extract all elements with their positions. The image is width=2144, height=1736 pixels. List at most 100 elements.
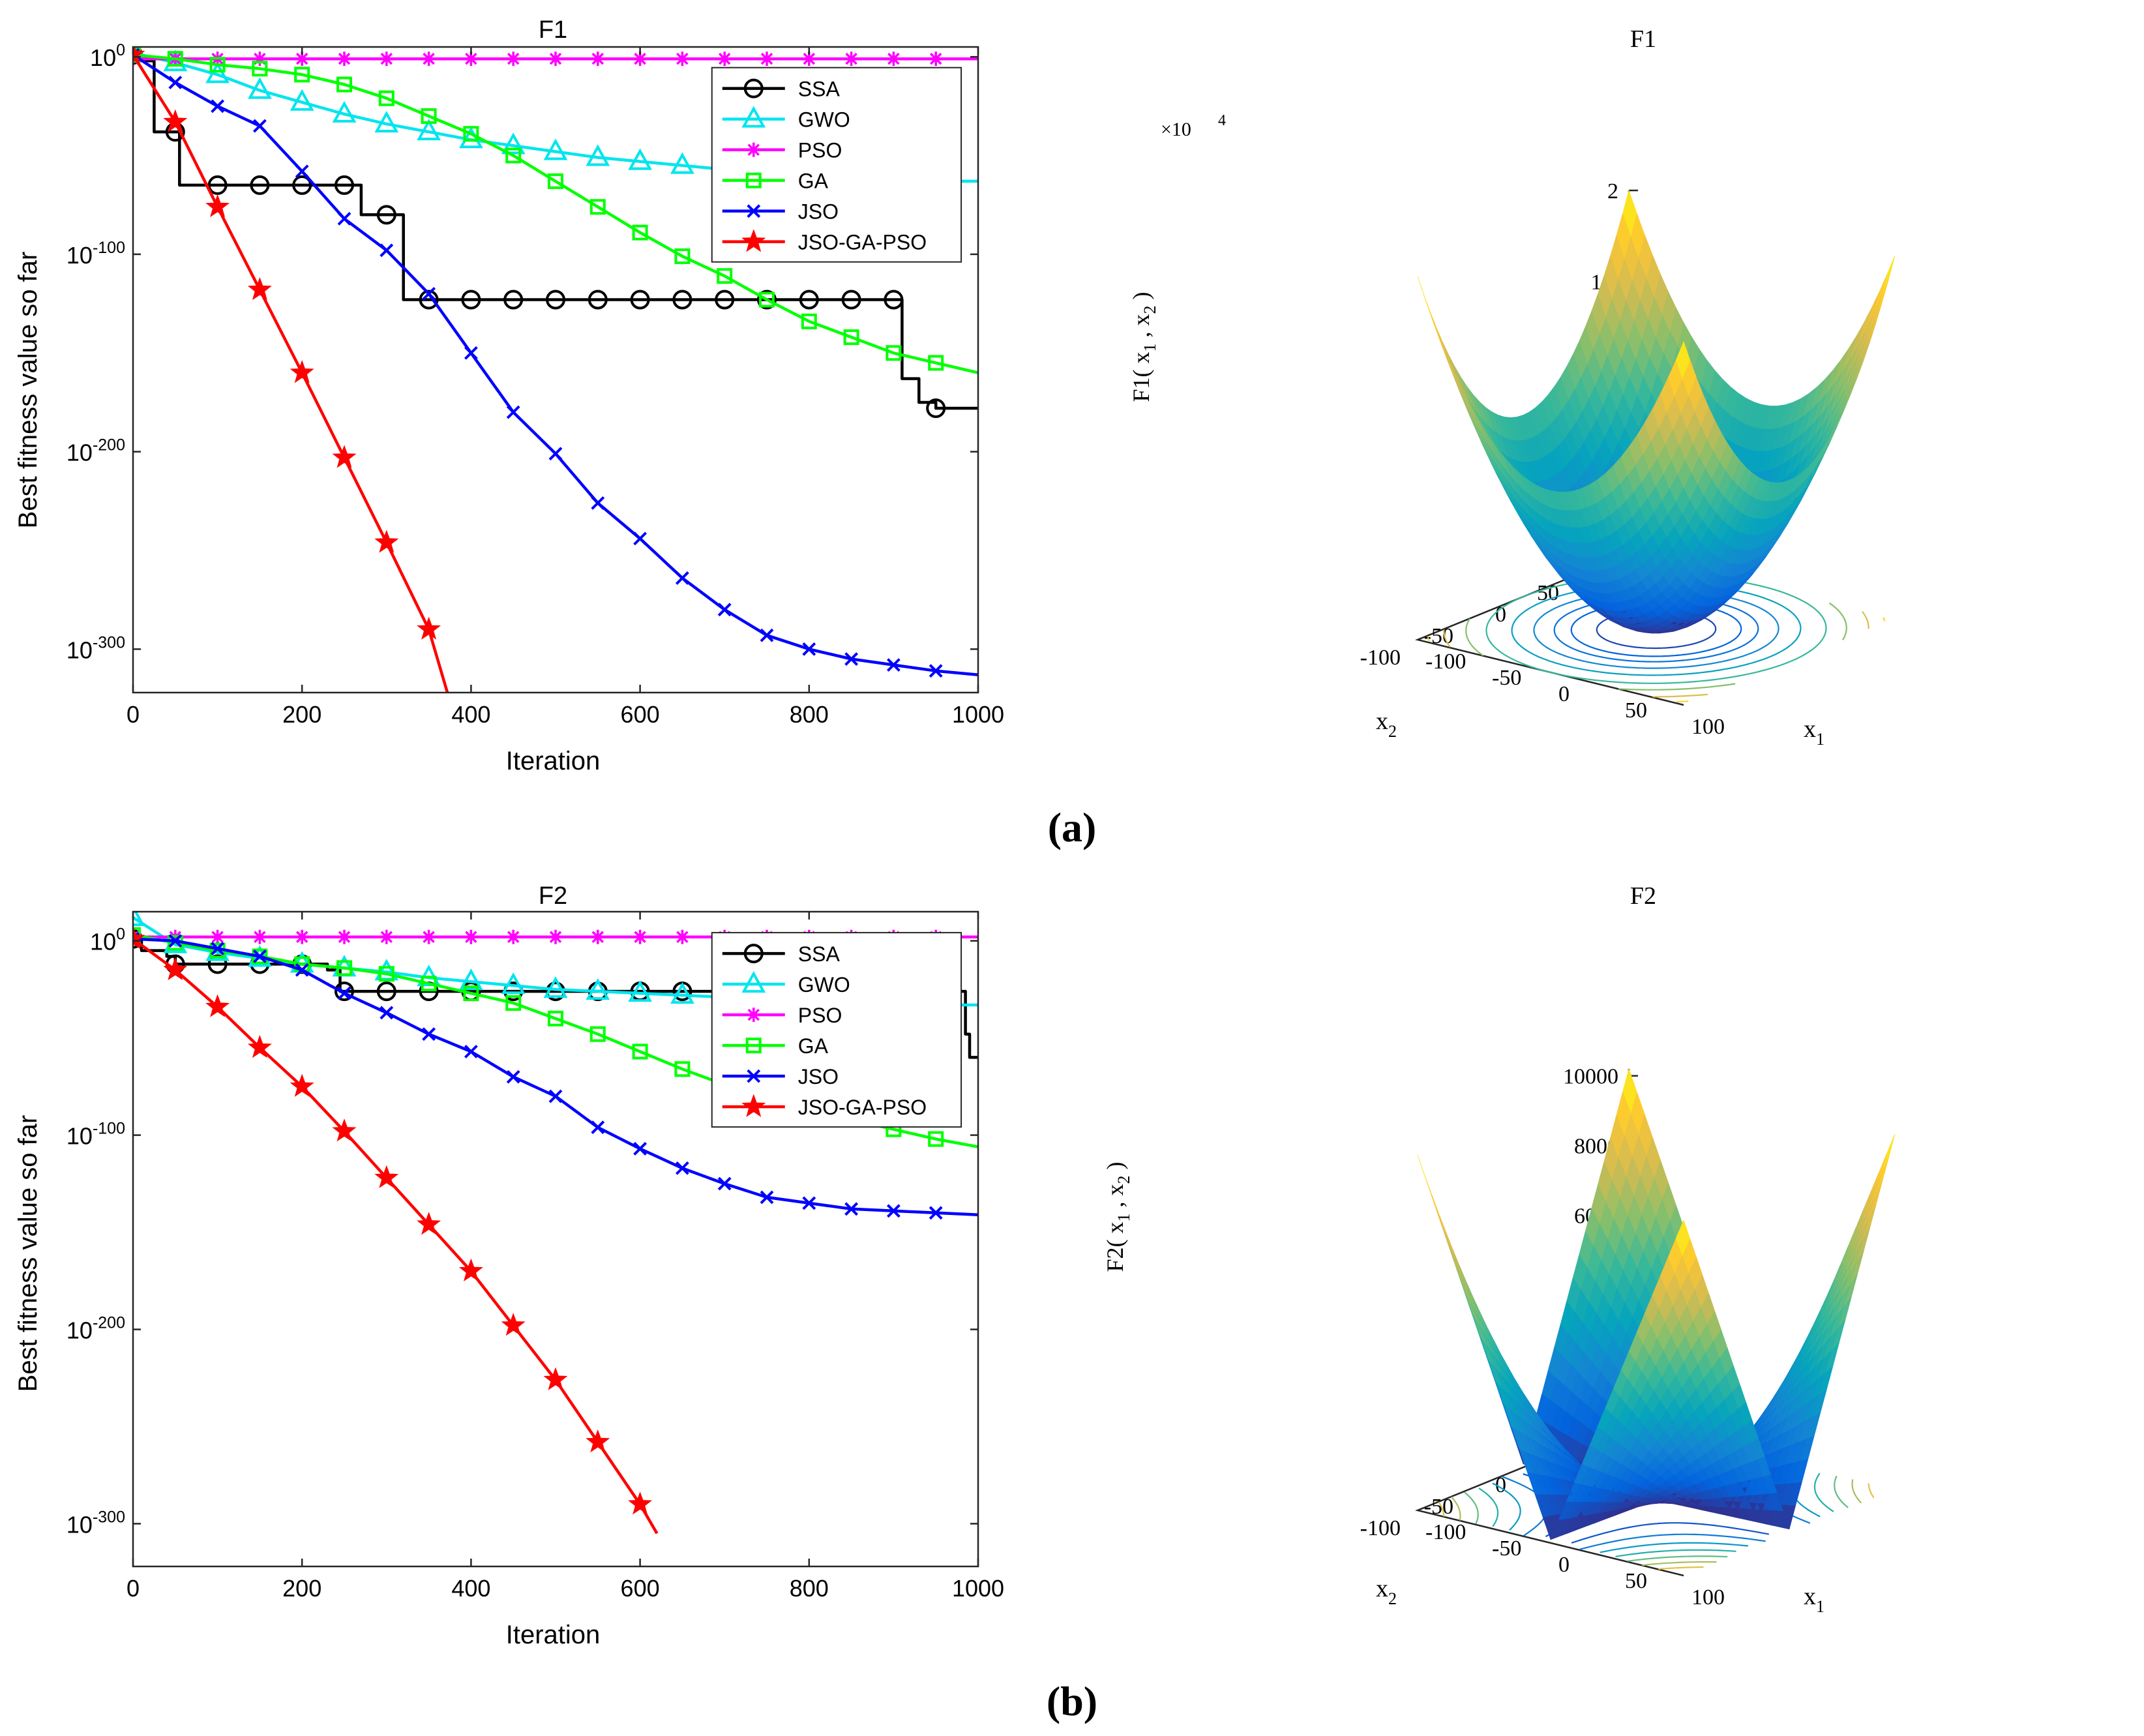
legend-label: GA [798,170,829,193]
tick-exponent: -300 [93,1508,125,1526]
data-point [422,287,436,301]
data-point [374,1165,399,1188]
data-point [332,1118,357,1142]
data-point [546,290,565,310]
data-point [463,126,479,142]
data-point [290,1073,314,1097]
data-point [207,954,228,974]
data-point [886,658,901,672]
data-point [633,929,648,944]
data-point [929,664,943,678]
series-jso [133,48,978,678]
legend-label: JSO-GA-PSO [798,231,927,254]
data-point [675,52,690,67]
series-jso-ga-pso [133,47,449,693]
data-point [247,277,272,301]
data-point [378,966,395,982]
data-point [417,1212,441,1235]
series-jso [133,932,978,1220]
z-axis-label: F1( x1 , x2 ) [1128,292,1159,402]
data-point [801,313,817,329]
contour-line [1511,582,1802,676]
legend-box [711,932,962,1128]
series-group [133,912,978,1534]
x1-tick-label: -50 [1492,666,1521,690]
surface-plot-f1: F1 00.511.52100500-50-100-100-50050100F1… [1128,25,1896,749]
data-point [633,1142,648,1156]
contour-line [1553,596,1759,663]
data-point [250,175,270,195]
data-point [884,290,904,310]
data-point [163,957,188,981]
contour-line [1485,575,1827,684]
surface-mesh [1417,189,1896,634]
x2-tick-label: 0 [1495,1473,1506,1497]
data-point [458,1258,483,1281]
tick-exponent: -100 [93,1120,125,1138]
legend-marker [743,78,764,98]
data-point [886,52,901,67]
data-point [543,1367,568,1390]
data-point [506,929,521,944]
data-point [252,950,267,963]
legend-marker [741,1094,766,1117]
x-tick-label: 600 [621,1575,660,1602]
x-tick-label: 400 [451,1575,490,1602]
convergence-chart-f1: F1 Iteration Best fitness value so far 0… [14,16,1004,775]
data-point [505,995,522,1011]
data-point [464,1045,478,1058]
data-point [548,929,563,944]
data-point [336,960,352,976]
x-axis-label: Iteration [506,747,601,775]
data-point [674,248,691,264]
data-point [252,52,267,67]
data-point [717,52,732,67]
y-tick-label: 10-300 [67,633,125,663]
x1-label-subscript: 1 [1816,730,1824,749]
data-point [543,976,568,998]
x1-tick-label: 100 [1691,715,1725,739]
x1-tick-label: 0 [1558,682,1570,706]
data-point [376,205,396,225]
surface-title: F2 [1630,882,1656,910]
data-point [675,929,690,944]
data-point [295,929,310,944]
axes-box [132,910,979,1568]
data-point [461,290,481,310]
x-tick-label: 0 [127,1575,140,1602]
data-point [337,211,351,226]
data-point [290,360,314,383]
legend-label: SSA [798,78,841,101]
data-point [543,138,568,160]
z-label-part: ) [1102,1161,1128,1175]
y-tick-label: 10-100 [67,239,125,269]
legend-marker [741,106,766,128]
x2-tick-label: -100 [1360,1516,1401,1540]
data-point [378,90,395,106]
data-point [459,968,483,991]
data-point [844,652,859,666]
data-point [205,61,230,83]
data-point [506,1070,520,1084]
tick-base: 10 [90,929,116,955]
x2-label-base: x [1376,1575,1388,1602]
data-point [548,52,563,67]
legend-marker [741,229,766,252]
surface-patch [1417,276,1432,318]
surface-patch [1448,355,1463,390]
z-label-part: ) [1128,292,1154,305]
data-point [628,1491,653,1515]
data-point [503,290,524,310]
data-point [628,980,652,1002]
series-line [133,53,978,374]
data-point [252,61,268,77]
data-point [252,119,267,133]
data-point [760,628,774,642]
data-point [802,642,816,656]
data-point [209,57,226,73]
data-point [168,934,183,948]
legend-label: JSO [798,1065,839,1088]
tick-exponent: -200 [93,1314,125,1332]
data-point [501,1313,526,1336]
tick-base: 10 [90,44,116,71]
